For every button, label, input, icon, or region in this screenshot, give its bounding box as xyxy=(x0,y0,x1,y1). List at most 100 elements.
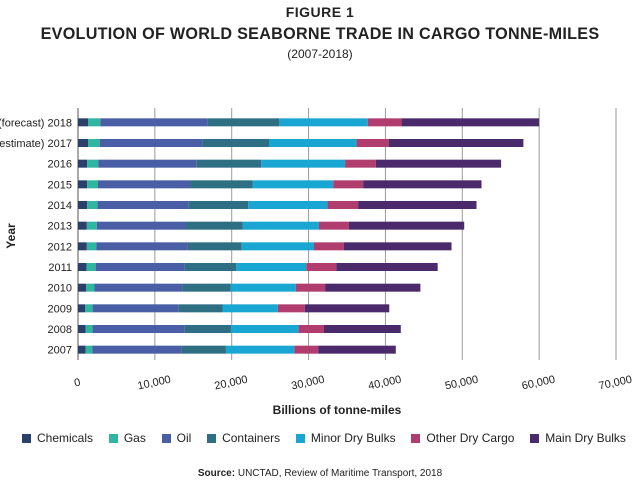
y-tick-label: 2010 xyxy=(48,283,72,295)
bar-segment xyxy=(318,221,349,230)
bar-segment xyxy=(78,221,87,230)
legend-label: Main Dry Bulks xyxy=(545,431,626,445)
stacked-bar-chart: 0 10,000 20,000 30,000 40,000 50,000 60,000 70,… xyxy=(0,108,633,417)
bar-segment xyxy=(207,118,280,127)
bar-segment xyxy=(196,159,262,168)
y-tick-label: 2013 xyxy=(48,221,72,233)
bar-segment xyxy=(279,118,368,127)
y-tick-label: 2011 xyxy=(48,262,72,274)
legend-item: Gas xyxy=(108,428,146,448)
bar-segment xyxy=(242,221,319,230)
legend-item: Oil xyxy=(161,428,192,448)
source-text: UNCTAD, Review of Maritime Transport, 20… xyxy=(237,468,443,479)
bar-segment xyxy=(78,242,87,251)
bar-segment xyxy=(230,283,296,292)
bar-segment xyxy=(78,325,86,333)
bar-segment xyxy=(86,263,96,271)
legend-item: Main Dry Bulks xyxy=(530,428,626,448)
bar-segment xyxy=(222,304,278,313)
legend-swatch xyxy=(161,433,171,443)
bar-segment xyxy=(92,325,185,333)
legend-swatch xyxy=(207,433,217,443)
bar-segment xyxy=(96,242,188,251)
legend-swatch xyxy=(108,433,118,443)
bar-segment xyxy=(78,180,88,189)
bar-segment xyxy=(358,201,477,209)
source-note: Source: UNCTAD, Review of Maritime Trans… xyxy=(0,468,640,479)
bar-segment xyxy=(182,283,231,292)
bar-segment xyxy=(100,118,208,127)
bar-segment xyxy=(87,180,98,189)
legend-swatch xyxy=(22,433,31,443)
y-tick-label: 2012 xyxy=(48,241,72,253)
legend-item: Chemicals xyxy=(22,428,93,448)
bar-segment xyxy=(261,159,346,168)
legend-label: Oil xyxy=(176,431,192,445)
bar-segment xyxy=(87,139,100,147)
bar-segment xyxy=(252,180,334,189)
bar-segment xyxy=(99,139,203,147)
bar-segment xyxy=(78,345,86,354)
legend-swatch xyxy=(295,433,305,443)
bar-segment xyxy=(95,263,185,271)
legend-label: Gas xyxy=(123,431,146,445)
bar-segment xyxy=(388,139,524,147)
bar-segment xyxy=(178,304,223,313)
x-tick-label: 70,000 xyxy=(598,374,633,393)
bar-segment xyxy=(187,242,242,251)
bar-segment xyxy=(268,139,357,147)
x-tick-label: 30,000 xyxy=(290,374,325,393)
bar-segment xyxy=(97,201,189,209)
bar-segment xyxy=(78,159,88,168)
bar-segment xyxy=(325,283,421,292)
x-tick-label: 10,000 xyxy=(137,374,172,393)
figure-label: FIGURE 1 xyxy=(285,4,355,20)
bar-segment xyxy=(78,118,88,127)
bar-segment xyxy=(85,325,93,333)
x-tick-label: 60,000 xyxy=(521,374,556,393)
bar-segment xyxy=(78,283,87,292)
legend-item: Other Dry Cargo xyxy=(411,428,514,448)
legend-swatch xyxy=(411,433,421,443)
bar-segment xyxy=(87,159,99,168)
bar-segment xyxy=(375,159,502,168)
bar-segment xyxy=(98,159,197,168)
bar-segment xyxy=(363,180,482,189)
y-tick-label: 2015 xyxy=(48,179,72,191)
y-tick-label: (estimate) 2017 xyxy=(0,138,72,150)
bar-segment xyxy=(356,139,389,147)
legend: Chemicals Gas Oil Containers Minor Dry Bulks… xyxy=(0,428,640,448)
y-axis-title: Year xyxy=(4,223,18,249)
y-tick-label: 2009 xyxy=(48,303,72,315)
bar-segment xyxy=(188,201,249,209)
bar-segment xyxy=(86,283,95,292)
legend-label: Other Dry Cargo xyxy=(426,431,515,445)
y-tick-label: 2014 xyxy=(48,200,72,212)
x-axis-title: Billions of tonne-miles xyxy=(273,403,402,417)
bar-segment xyxy=(304,304,390,313)
chart-subtitle: (2007-2018) xyxy=(287,47,353,61)
x-tick-label: 20,000 xyxy=(213,374,248,393)
bar-segment xyxy=(181,345,226,354)
bar-segment xyxy=(85,345,93,354)
legend-label: Chemicals xyxy=(37,431,94,445)
bar-segment xyxy=(241,242,314,251)
legend-label: Containers xyxy=(222,431,281,445)
bar-segment xyxy=(87,201,98,209)
bar-segment xyxy=(78,263,87,271)
source-label: Source: xyxy=(197,468,236,479)
bar-segment xyxy=(333,180,364,189)
bar-segment xyxy=(343,242,452,251)
bar-segment xyxy=(78,139,88,147)
bar-segment xyxy=(92,345,182,354)
bar-segment xyxy=(336,263,438,271)
y-tick-label: (forecast) 2018 xyxy=(0,117,72,129)
bar-segment xyxy=(225,345,295,354)
bar-segment xyxy=(348,221,465,230)
bar-segment xyxy=(323,325,401,333)
bar-segment xyxy=(86,242,97,251)
bar-segment xyxy=(87,118,101,127)
bar-segment xyxy=(78,304,86,313)
bar-segment xyxy=(345,159,376,168)
bar-segment xyxy=(202,139,269,147)
